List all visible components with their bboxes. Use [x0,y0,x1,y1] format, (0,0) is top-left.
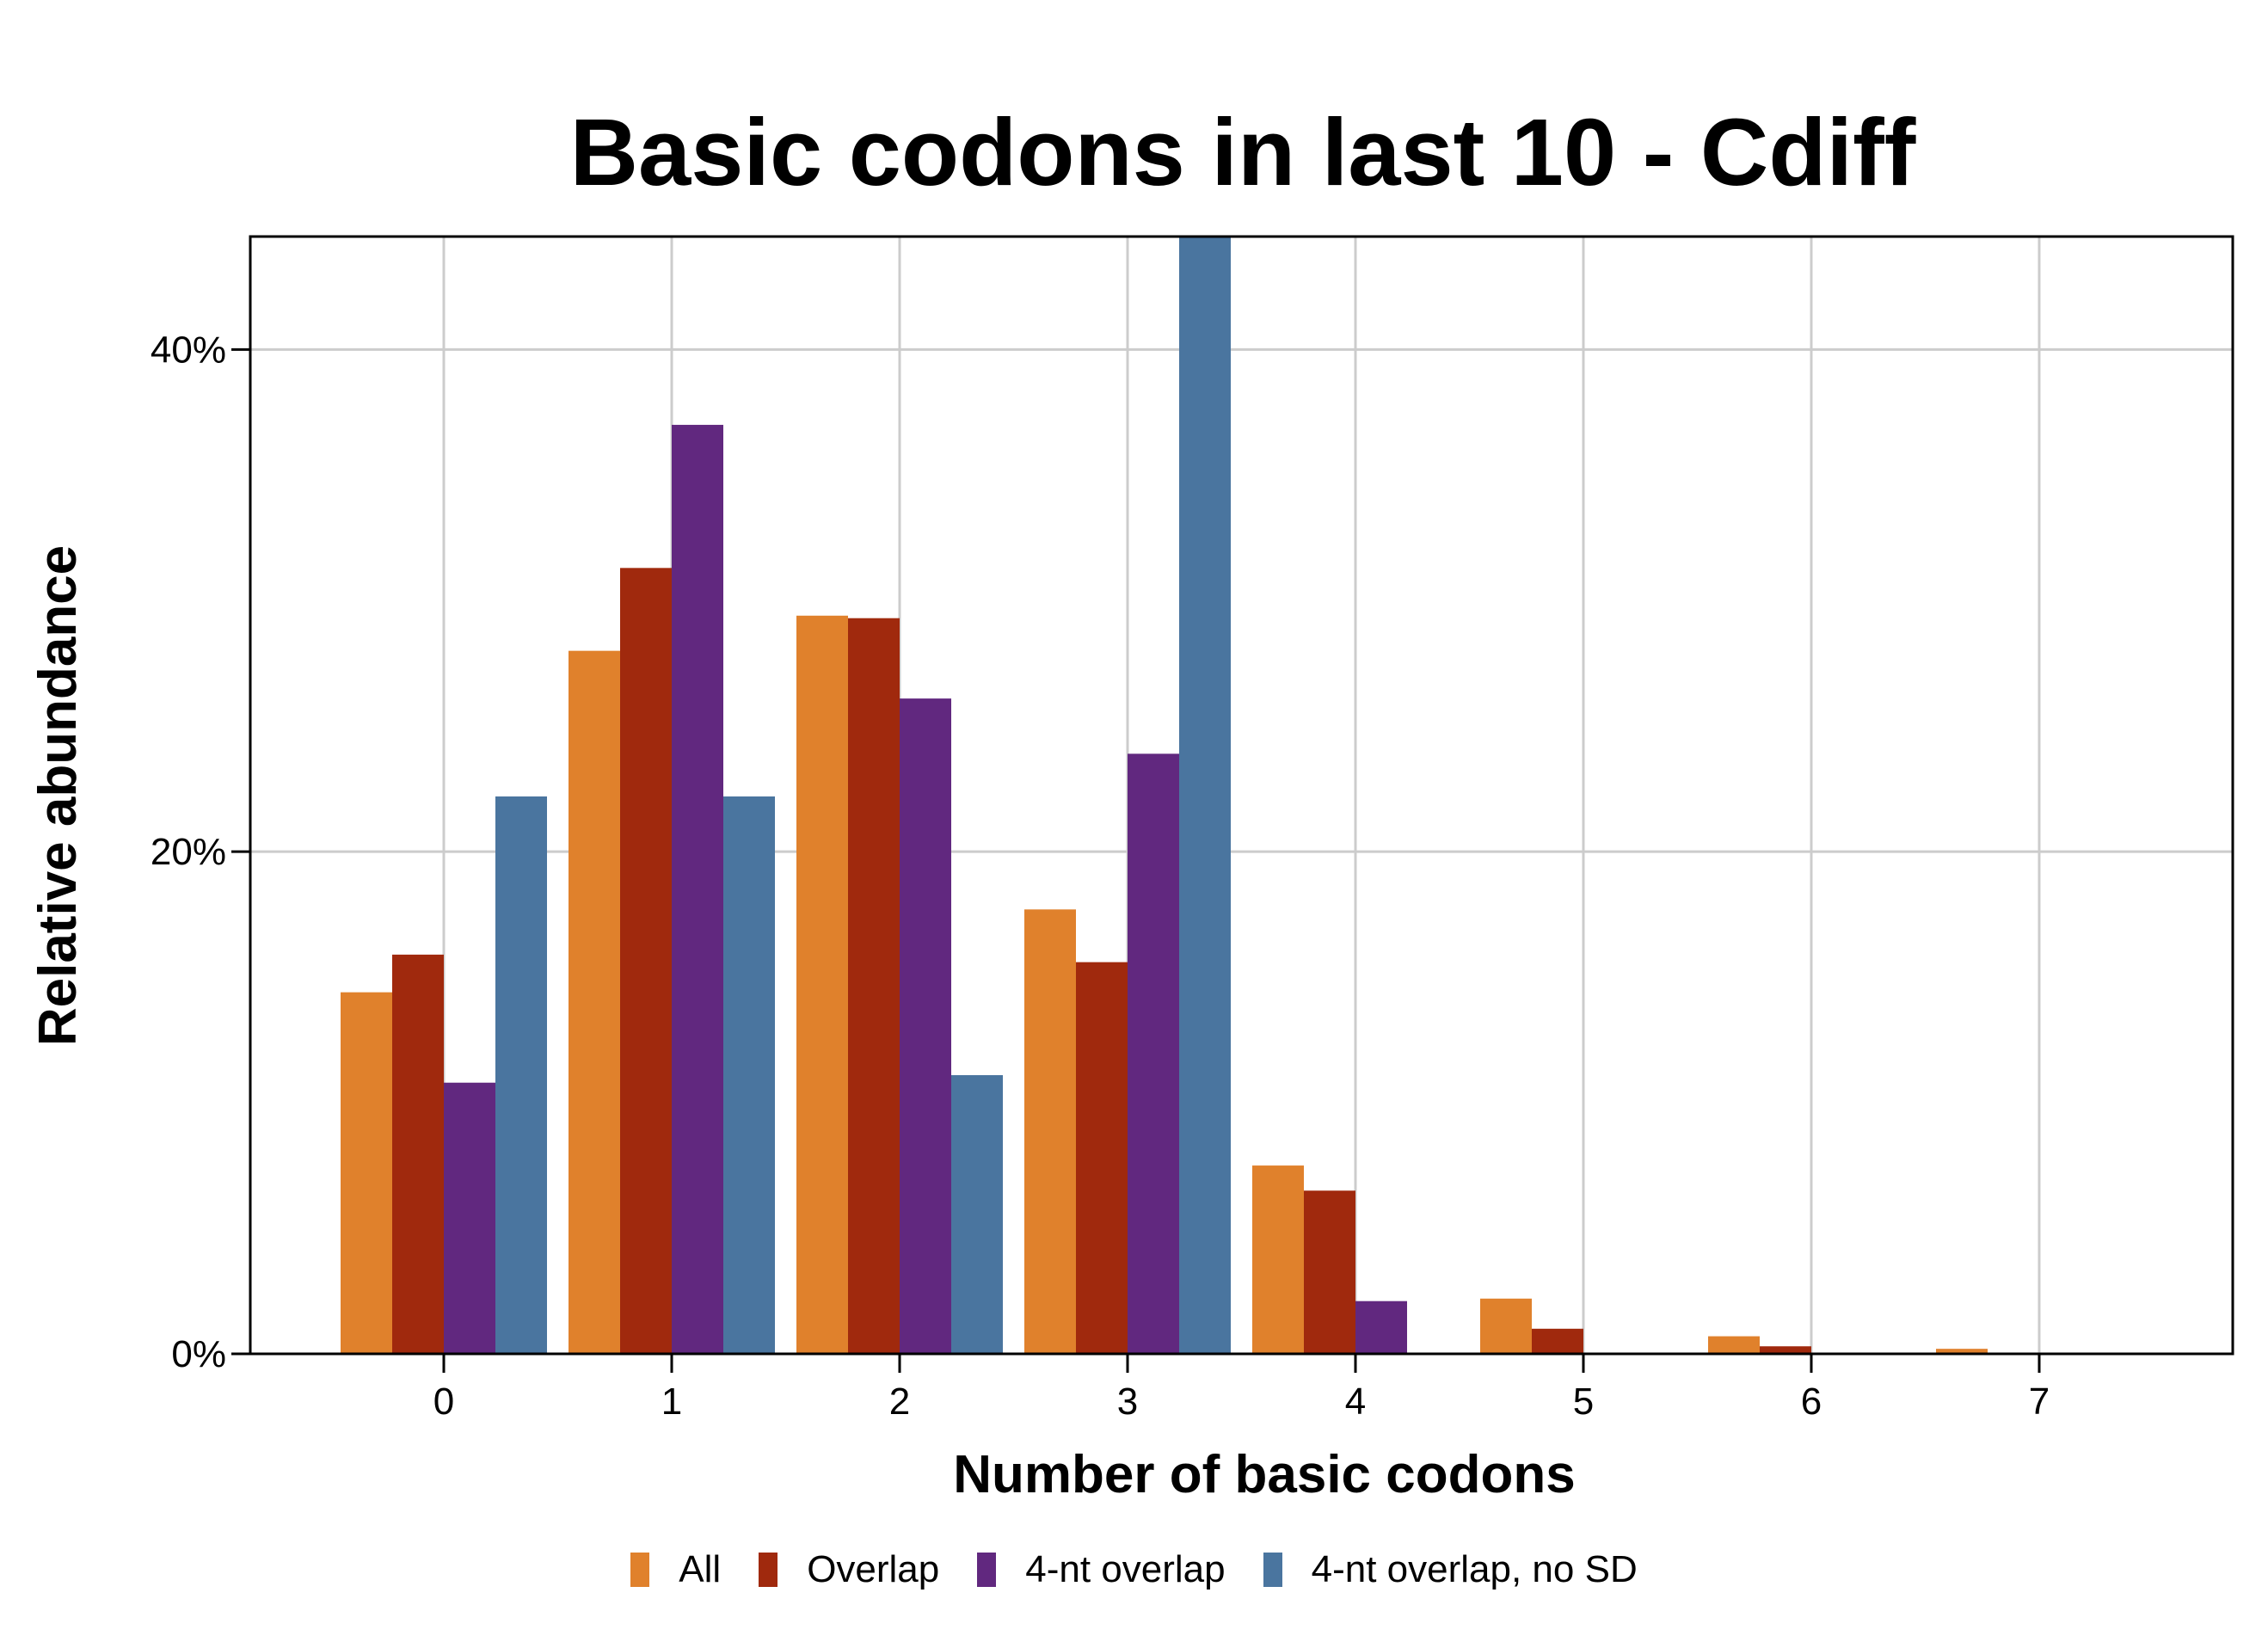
bar-4-nt-overlap-3 [1128,753,1179,1354]
y-tick-label: 0% [171,1333,226,1375]
legend-label: 4-nt overlap, no SD [1311,1548,1638,1590]
bar-4-nt-overlap-no-sd-1 [723,796,775,1354]
y-axis-label: Relative abundance [28,545,88,1046]
bars [341,237,1988,1354]
legend-label: 4-nt overlap [1025,1548,1226,1590]
bar-overlap-4 [1304,1190,1355,1354]
bar-4-nt-overlap-1 [672,424,723,1354]
legend-item: Overlap [759,1548,939,1591]
legend-item: 4-nt overlap, no SD [1263,1548,1638,1591]
bar-overlap-5 [1532,1328,1583,1354]
legend-swatch [977,1553,997,1587]
bar-4-nt-overlap-no-sd-3 [1179,237,1231,1354]
bar-4-nt-overlap-no-sd-2 [951,1074,1003,1354]
bar-overlap-0 [392,954,444,1354]
bar-overlap-2 [848,618,900,1354]
y-tick-label: 20% [151,831,226,873]
legend-label: Overlap [807,1548,940,1590]
bar-overlap-3 [1076,962,1128,1354]
grid-lines [250,237,2233,1354]
bar-all-3 [1024,909,1076,1354]
bar-4-nt-overlap-no-sd-0 [495,796,547,1354]
x-axis-label: Number of basic codons [953,1445,1575,1504]
legend-item: All [630,1548,721,1591]
y-axis: 0% 20% 40% [151,329,250,1375]
bar-all-5 [1480,1298,1532,1354]
bar-4-nt-overlap-2 [900,698,951,1354]
legend-item: 4-nt overlap [977,1548,1226,1591]
legend-swatch [630,1553,650,1587]
chart-title: Basic codons in last 10 - Cdiff [570,100,1916,206]
bar-all-6 [1708,1336,1760,1354]
bar-overlap-6 [1760,1346,1811,1354]
bar-all-0 [341,992,392,1354]
x-tick-label: 0 [433,1381,454,1423]
x-tick-label: 6 [1801,1381,1822,1423]
bar-4-nt-overlap-4 [1355,1301,1407,1354]
x-tick-label: 2 [889,1381,910,1423]
bar-all-1 [569,650,620,1354]
bar-overlap-1 [620,568,672,1354]
bar-all-4 [1252,1165,1304,1354]
bar-all-7 [1936,1349,1988,1354]
x-tick-label: 5 [1573,1381,1594,1423]
legend-swatch [1263,1553,1282,1587]
bar-4-nt-overlap-0 [444,1082,495,1354]
legend: All Overlap 4-nt overlap 4-nt overlap, no S… [0,1544,2268,1596]
x-axis: 0 1 2 3 4 5 6 7 [433,1354,2050,1423]
x-tick-label: 1 [661,1381,682,1423]
y-tick-label: 40% [151,329,226,371]
x-tick-label: 4 [1345,1381,1366,1423]
legend-swatch [759,1553,778,1587]
x-tick-label: 3 [1117,1381,1138,1423]
legend-label: All [679,1548,722,1590]
x-tick-label: 7 [2029,1381,2050,1423]
bar-all-2 [796,615,848,1354]
plot-frame [249,235,2234,1356]
